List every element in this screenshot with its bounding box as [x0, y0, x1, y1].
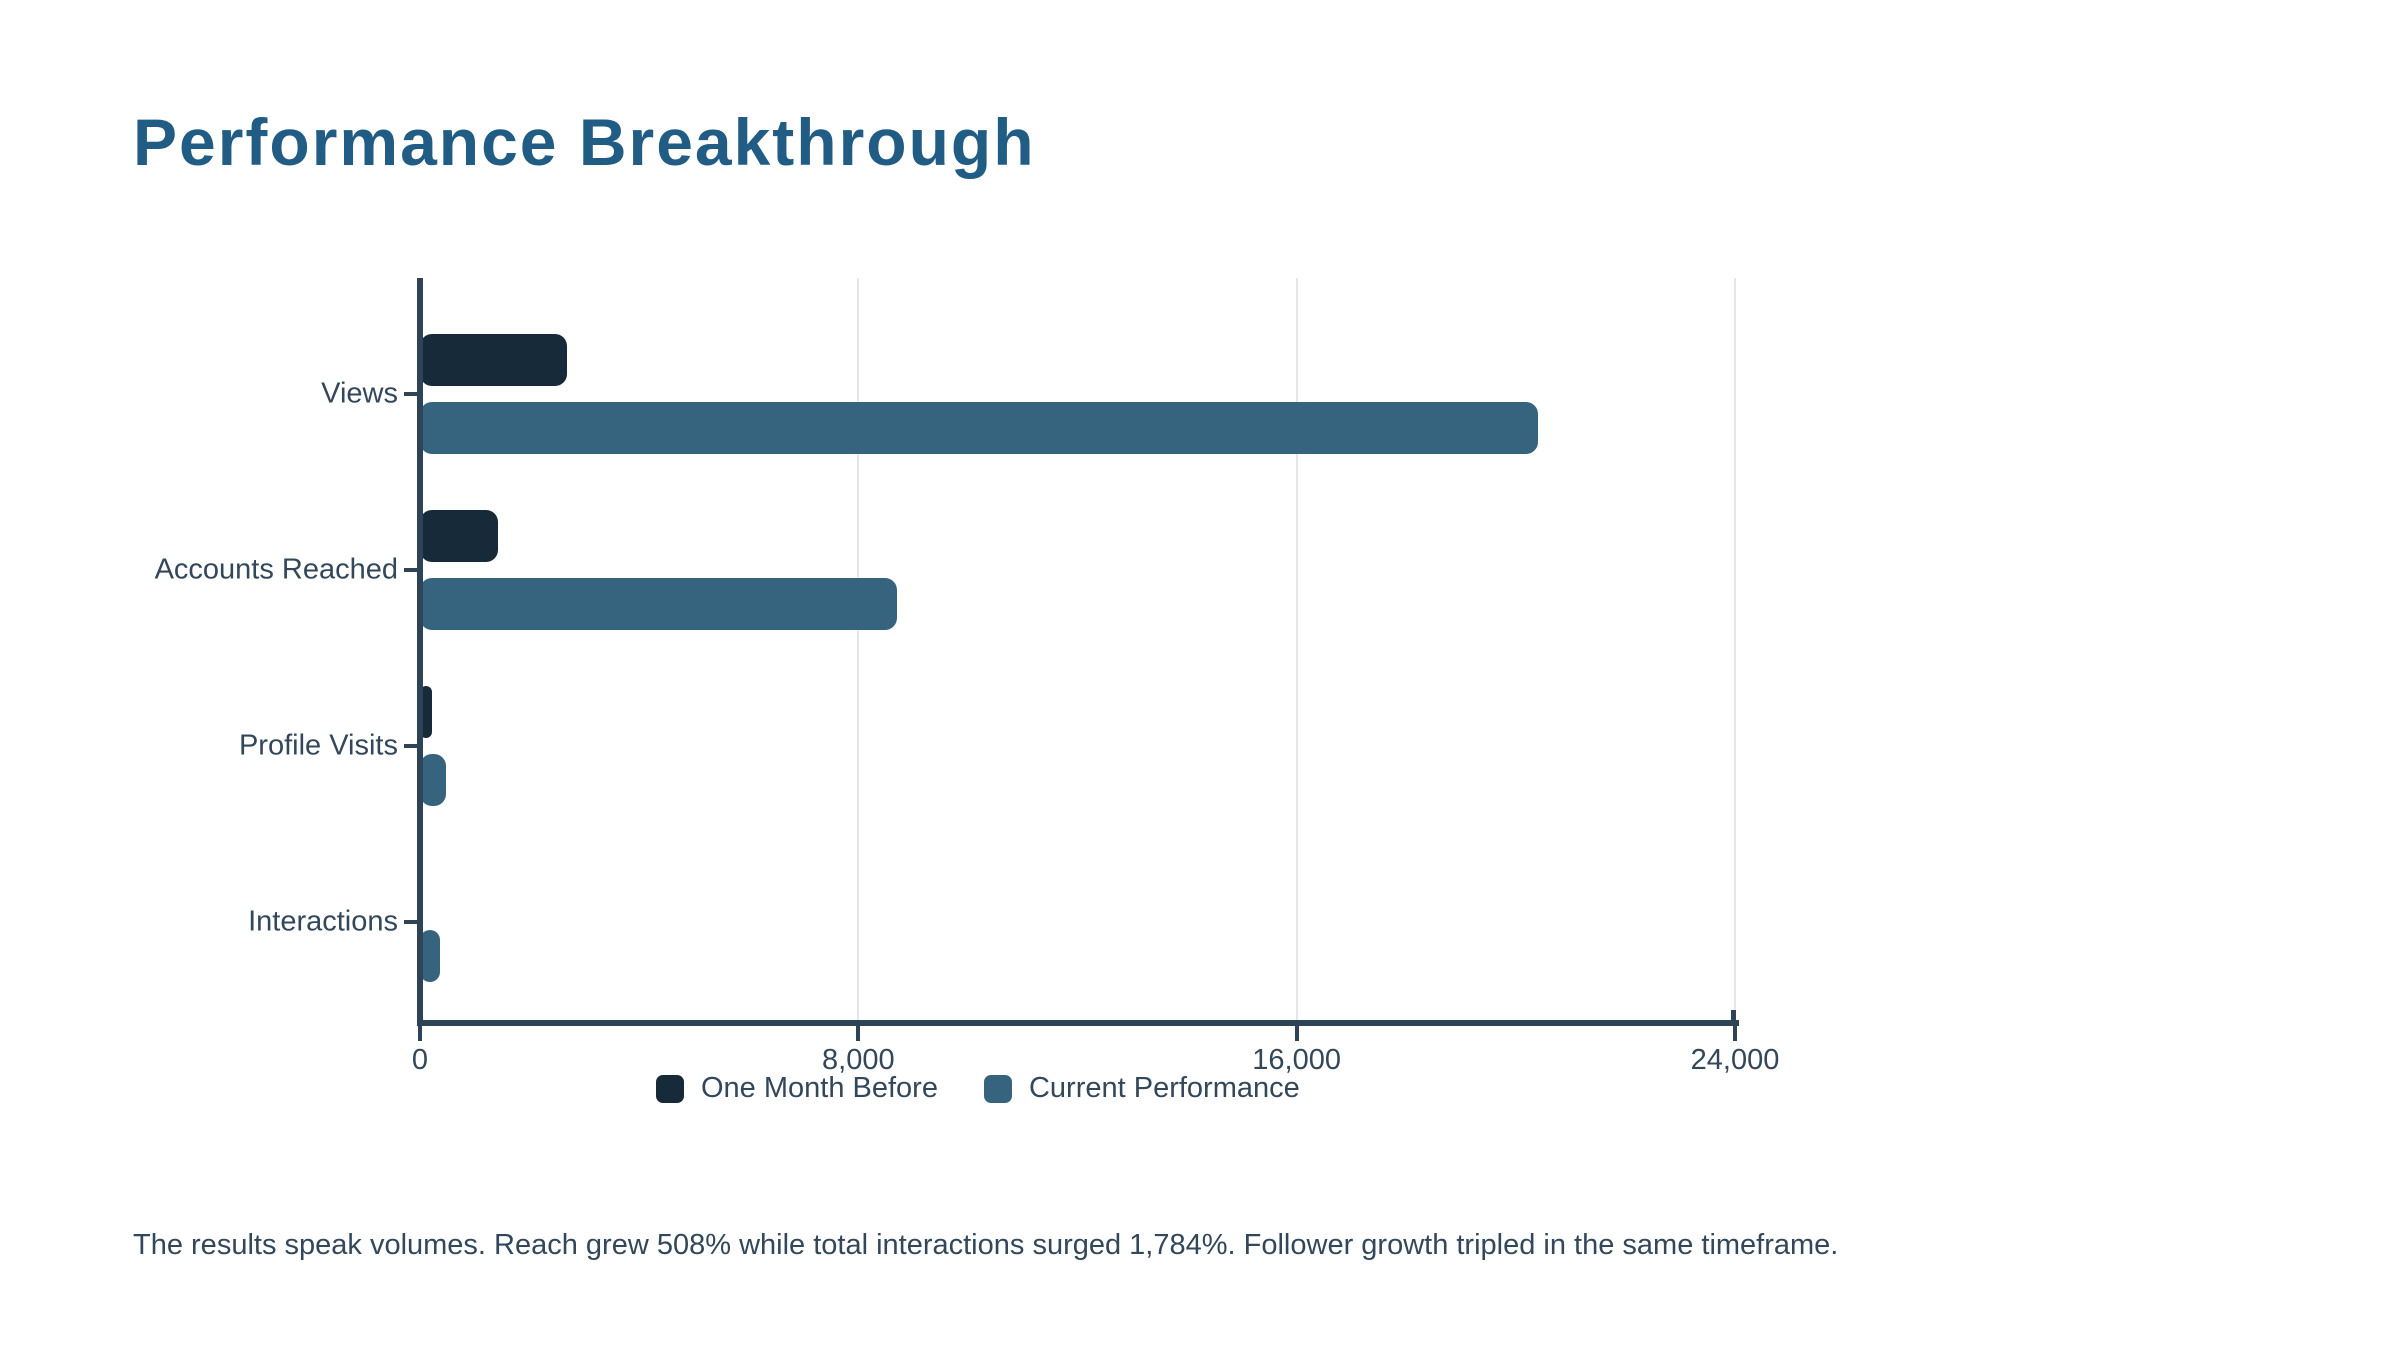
legend-item-1: Current Performance	[983, 1072, 1300, 1104]
legend-label: Current Performance	[1028, 1072, 1300, 1104]
gridline-8000	[857, 278, 860, 1020]
caption-text: The results speak volumes. Reach grew 50…	[133, 1229, 1839, 1261]
legend-swatch-icon	[656, 1074, 684, 1103]
bar-profile-visits-before	[420, 686, 433, 738]
category-label-interactions: Interactions	[248, 905, 398, 938]
bar-accounts-reached-current	[420, 578, 897, 630]
bar-profile-visits-current	[420, 754, 446, 806]
x-axis-end-tick	[1731, 1010, 1736, 1020]
bar-accounts-reached-before	[420, 510, 499, 562]
x-tick-8000	[856, 1026, 861, 1041]
gridline-24000	[1734, 278, 1736, 1020]
category-tick-interactions	[404, 920, 418, 924]
bar-views-before	[420, 334, 567, 386]
chart-legend: One Month Before Current Performance	[656, 1074, 1300, 1103]
y-axis-line	[417, 278, 423, 1026]
category-tick-accounts-reached	[404, 568, 418, 572]
bar-interactions-current	[420, 930, 440, 982]
category-tick-views	[404, 392, 418, 396]
category-label-profile-visits: Profile Visits	[238, 729, 398, 762]
category-tick-profile-visits	[404, 744, 418, 748]
bar-views-current	[420, 402, 1538, 454]
x-tick-24000	[1733, 1026, 1737, 1041]
x-tick-0	[418, 1026, 422, 1041]
x-tick-label-24000: 24,000	[1690, 1044, 1780, 1076]
legend-label: One Month Before	[701, 1072, 938, 1104]
x-axis-line	[417, 1020, 1739, 1026]
x-tick-label-8000: 8,000	[822, 1044, 895, 1076]
page-title: Performance Breakthrough	[133, 105, 1036, 179]
x-tick-label-16000: 16,000	[1252, 1044, 1342, 1076]
category-label-accounts-reached: Accounts Reached	[154, 553, 398, 586]
legend-item-0: One Month Before	[656, 1074, 938, 1103]
x-tick-16000	[1294, 1026, 1299, 1041]
legend-swatch-icon	[983, 1074, 1012, 1103]
category-label-views: Views	[321, 377, 398, 410]
gridline-16000	[1295, 278, 1298, 1020]
x-tick-label-0: 0	[411, 1044, 429, 1076]
